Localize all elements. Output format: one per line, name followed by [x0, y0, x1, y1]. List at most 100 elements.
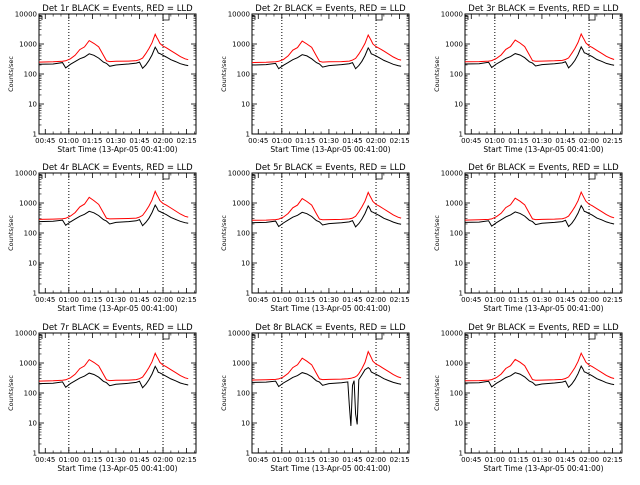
y-tick-label: 1000	[232, 200, 250, 208]
y-tick-label: 1000	[232, 360, 250, 368]
plot-frame	[464, 172, 623, 294]
y-tick-label: 1000	[19, 41, 37, 49]
x-axis-label: Start Time (13-Apr-05 00:41:00)	[57, 464, 177, 473]
y-tick-label: 10	[28, 260, 37, 268]
x-tick-label: 02:00	[366, 456, 386, 464]
x-tick-label: 01:30	[319, 456, 339, 464]
x-tick-label: 01:30	[532, 296, 552, 304]
y-axis-label: Counts/sec	[7, 215, 15, 251]
x-tick-label: 00:45	[461, 296, 481, 304]
x-tick-label: 01:00	[272, 137, 292, 145]
x-tick-label: 01:15	[508, 296, 528, 304]
panel-title: Det 6r BLACK = Events, RED = LLD	[468, 163, 619, 173]
x-tick-label: 01:15	[82, 456, 102, 464]
x-tick-label: 01:30	[319, 137, 339, 145]
y-tick-label: 10000	[441, 170, 463, 178]
x-tick-label: 00:45	[35, 137, 55, 145]
interval-bracket	[588, 333, 596, 340]
interval-bracket	[375, 333, 383, 340]
interval-bracket	[465, 334, 469, 339]
y-tick-label: 10000	[228, 330, 250, 338]
x-tick-label: 00:45	[35, 296, 55, 304]
y-axis-label: Counts/sec	[433, 56, 441, 92]
x-tick-label: 00:45	[35, 456, 55, 464]
y-tick-label: 10000	[15, 170, 37, 178]
interval-bracket	[465, 15, 469, 20]
plot-frame	[251, 332, 410, 454]
y-tick-label: 1000	[445, 360, 463, 368]
y-axis-label: Counts/sec	[433, 375, 441, 411]
x-tick-label: 02:15	[176, 137, 196, 145]
x-tick-label: 01:00	[272, 296, 292, 304]
plot-frame	[38, 332, 197, 454]
y-axis-label: Counts/sec	[220, 56, 228, 92]
panel-det-8: Det 8r BLACK = Events, RED = LLD 1 10 100 10…	[220, 323, 410, 473]
interval-bracket	[252, 174, 256, 179]
y-tick-label: 1	[459, 290, 463, 298]
y-axis-label: Counts/sec	[433, 215, 441, 251]
panel-title: Det 8r BLACK = Events, RED = LLD	[255, 323, 406, 333]
x-tick-label: 01:45	[555, 456, 575, 464]
x-tick-label: 02:15	[602, 137, 622, 145]
panel-title: Det 1r BLACK = Events, RED = LLD	[42, 4, 193, 14]
y-tick-label: 10	[454, 101, 463, 109]
x-tick-label: 01:45	[342, 137, 362, 145]
interval-bracket	[39, 334, 43, 339]
x-tick-label: 01:30	[532, 456, 552, 464]
interval-bracket	[162, 14, 170, 21]
panel-det-4: Det 4r BLACK = Events, RED = LLD 1 10 100 10…	[7, 163, 197, 313]
y-tick-label: 1	[246, 131, 250, 139]
x-tick-label: 02:15	[602, 296, 622, 304]
y-tick-label: 100	[24, 71, 37, 79]
x-tick-label: 02:00	[579, 296, 599, 304]
series-lld	[464, 190, 615, 221]
x-tick-label: 01:00	[59, 456, 79, 464]
x-axis-label: Start Time (13-Apr-05 00:41:00)	[270, 304, 390, 313]
x-tick-label: 02:15	[389, 456, 409, 464]
y-tick-label: 10000	[228, 170, 250, 178]
x-tick-label: 01:45	[129, 296, 149, 304]
interval-bracket	[465, 174, 469, 179]
x-tick-label: 01:00	[59, 137, 79, 145]
x-tick-label: 01:45	[129, 137, 149, 145]
x-tick-label: 01:45	[129, 456, 149, 464]
series-events	[251, 366, 402, 426]
series-lld	[251, 350, 402, 381]
x-tick-label: 01:45	[555, 137, 575, 145]
y-tick-label: 1000	[232, 41, 250, 49]
x-tick-label: 02:15	[389, 137, 409, 145]
x-axis-label: Start Time (13-Apr-05 00:41:00)	[57, 304, 177, 313]
series-lld	[464, 32, 615, 63]
x-axis-label: Start Time (13-Apr-05 00:41:00)	[270, 464, 390, 473]
x-tick-label: 01:15	[295, 296, 315, 304]
y-tick-label: 10	[241, 101, 250, 109]
x-tick-label: 02:00	[153, 296, 173, 304]
x-tick-label: 02:00	[153, 456, 173, 464]
x-tick-label: 02:15	[602, 456, 622, 464]
y-tick-label: 100	[450, 71, 463, 79]
panel-title: Det 4r BLACK = Events, RED = LLD	[42, 163, 193, 173]
y-tick-label: 100	[450, 390, 463, 398]
x-tick-label: 00:45	[248, 296, 268, 304]
series-events	[251, 204, 402, 228]
x-tick-label: 01:30	[106, 296, 126, 304]
x-tick-label: 01:00	[485, 296, 505, 304]
y-tick-label: 100	[237, 71, 250, 79]
panel-det-5: Det 5r BLACK = Events, RED = LLD 1 10 100 10…	[220, 163, 410, 313]
panel-title: Det 3r BLACK = Events, RED = LLD	[468, 4, 619, 14]
y-tick-label: 1	[459, 131, 463, 139]
x-tick-label: 01:00	[485, 456, 505, 464]
interval-bracket	[375, 173, 383, 180]
x-axis-label: Start Time (13-Apr-05 00:41:00)	[483, 145, 603, 154]
y-tick-label: 1000	[19, 200, 37, 208]
series-events	[251, 46, 402, 70]
series-lld	[464, 351, 615, 382]
interval-bracket	[39, 174, 43, 179]
plot-frame	[464, 332, 623, 454]
y-axis-label: Counts/sec	[220, 215, 228, 251]
plot-frame	[38, 172, 197, 294]
interval-bracket	[375, 14, 383, 21]
x-tick-label: 01:30	[106, 456, 126, 464]
